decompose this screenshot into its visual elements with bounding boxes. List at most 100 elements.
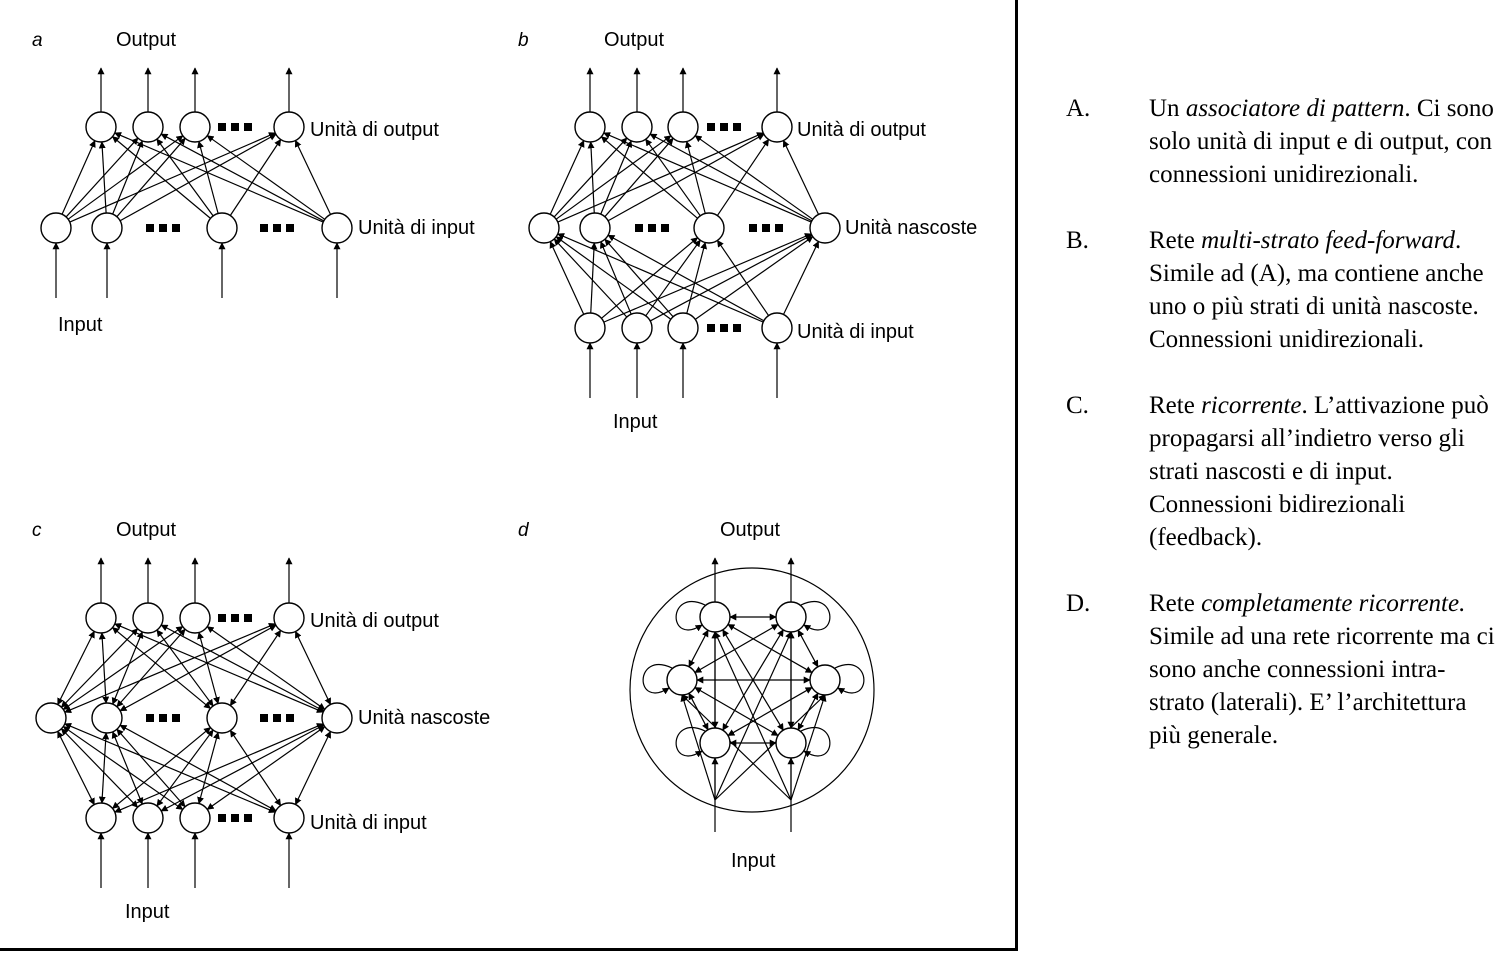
panel-b-output-unit	[574, 111, 606, 143]
caption-c-letter: C.	[1066, 392, 1089, 419]
panel-a-connection	[229, 138, 282, 216]
panel-c-ellipsis	[244, 814, 252, 822]
panel-a-connection	[61, 140, 96, 215]
panel-d-self-loop	[642, 664, 673, 695]
panel-a-ellipsis	[231, 123, 239, 131]
panel-d-connection	[688, 629, 709, 668]
panel-b-connection	[782, 139, 820, 215]
panel-c-connection	[229, 729, 282, 807]
panel-c-ellipsis	[159, 714, 167, 722]
panel-a-ellipsis	[273, 224, 281, 232]
panel-a-connection	[114, 132, 324, 223]
panel-c-input-unit	[132, 802, 164, 834]
panel-b-ellipsis	[720, 123, 728, 131]
panel-c-ellipsis	[231, 814, 239, 822]
panel-b-connection	[557, 233, 764, 323]
panel-c-output-unit	[179, 602, 211, 634]
panel-b-ellipsis	[707, 123, 715, 131]
panel-b-output-layer-label: Unità di output	[797, 119, 926, 141]
panel-a-ellipsis	[218, 123, 226, 131]
panel-b-connection	[587, 141, 595, 214]
panel-b-connection	[553, 238, 628, 318]
panel-c-ellipsis	[286, 714, 294, 722]
panel-c-connection	[114, 623, 324, 713]
panel-d-letter: d	[518, 520, 530, 541]
panel-a-input-layer-label: Unità di input	[358, 217, 475, 239]
panel-c-ellipsis	[172, 714, 180, 722]
panel-a-output-unit	[273, 111, 305, 143]
panel-b-input-unit	[621, 312, 653, 344]
panel-a-connection	[160, 133, 325, 222]
panel-d-input-fan	[790, 694, 827, 801]
panel-c-input-unit	[85, 802, 117, 834]
panel-b-connection	[600, 140, 633, 215]
panel-b-connection	[649, 133, 813, 222]
panel-c-output-unit	[85, 602, 117, 634]
caption-a-letter: A.	[1066, 95, 1091, 122]
panel-b-input-layer-label: Unità di input	[797, 321, 914, 343]
panel-b-ellipsis	[775, 224, 783, 232]
panel-a-input-label: Input	[58, 314, 103, 336]
panel-a-connection	[98, 141, 107, 214]
panel-a-ellipsis	[172, 224, 180, 232]
panel-d-connection	[797, 629, 819, 668]
panel-b-input-unit	[574, 312, 606, 344]
panel-b-connection	[607, 234, 765, 322]
panel-a-ellipsis	[244, 123, 252, 131]
caption-list: A. Un associatore di pattern. Ci sono so…	[1066, 92, 1496, 785]
panel-b-connection	[782, 240, 820, 315]
panel-c-letter: c	[32, 520, 42, 541]
panel-c-connection	[57, 730, 95, 806]
caption-a: A. Un associatore di pattern. Ci sono so…	[1066, 92, 1496, 191]
panel-c-ellipsis	[231, 614, 239, 622]
panel-c-output-unit	[132, 602, 164, 634]
panel-d-unit	[666, 664, 698, 696]
panel-c-connection	[111, 631, 144, 705]
panel-d-self-loop	[800, 601, 831, 632]
panel-a-connection	[116, 137, 186, 218]
panel-b-connection	[601, 237, 699, 319]
panel-d-unit	[809, 664, 841, 696]
panel-a-output-label: Output	[116, 29, 176, 51]
panel-b-output-unit	[621, 111, 653, 143]
panel-c-connection	[156, 629, 214, 707]
panel-b-connection	[549, 240, 585, 315]
panel-b-connection	[645, 138, 701, 217]
panel-c-connection	[206, 726, 326, 810]
panel-c-input-unit	[273, 802, 305, 834]
panel-b-hidden-unit	[528, 212, 560, 244]
panel-b-connection	[549, 140, 585, 215]
panel-c-connection	[57, 630, 95, 706]
panel-c-ellipsis	[244, 614, 252, 622]
panel-a-connection	[65, 137, 139, 218]
panel-a-output-unit	[85, 111, 117, 143]
panel-b-connection	[555, 135, 672, 220]
panel-a-connection	[112, 140, 144, 215]
panel-c-connection	[294, 730, 332, 806]
panel-b-connection	[694, 135, 814, 220]
panel-b-output-unit	[761, 111, 793, 143]
panel-b-connection	[590, 242, 598, 314]
panel-c-hidden-unit	[35, 702, 67, 734]
panel-c-connection	[156, 729, 214, 807]
panel-c-connection	[62, 626, 184, 710]
panel-a-connection	[156, 138, 214, 217]
panel-c-hidden-unit	[206, 702, 238, 734]
panel-b-connection	[603, 233, 812, 323]
panel-d-unit	[699, 601, 731, 633]
panel-a-ellipsis	[146, 224, 154, 232]
panel-b-ellipsis	[749, 224, 757, 232]
panel-a-connection	[67, 135, 184, 220]
panel-c-connection	[294, 630, 332, 706]
panel-c-output-layer-label: Unità di output	[310, 610, 439, 632]
panel-d-input-fan	[714, 631, 792, 801]
caption-c: C. Rete ricorrente. L’attivazione può pr…	[1066, 389, 1496, 554]
panel-b-input-unit	[761, 312, 793, 344]
caption-d-letter: D.	[1066, 590, 1091, 617]
caption-b: B. Rete multi-strato feed-forward. Simil…	[1066, 224, 1496, 356]
panel-b-letter: b	[518, 30, 529, 51]
caption-c-text: Rete ricorrente. L’attivazione può propa…	[1149, 392, 1489, 551]
panel-a-ellipsis	[159, 224, 167, 232]
panel-d-outer-ring	[629, 567, 875, 813]
panel-c-hidden-unit	[321, 702, 353, 734]
